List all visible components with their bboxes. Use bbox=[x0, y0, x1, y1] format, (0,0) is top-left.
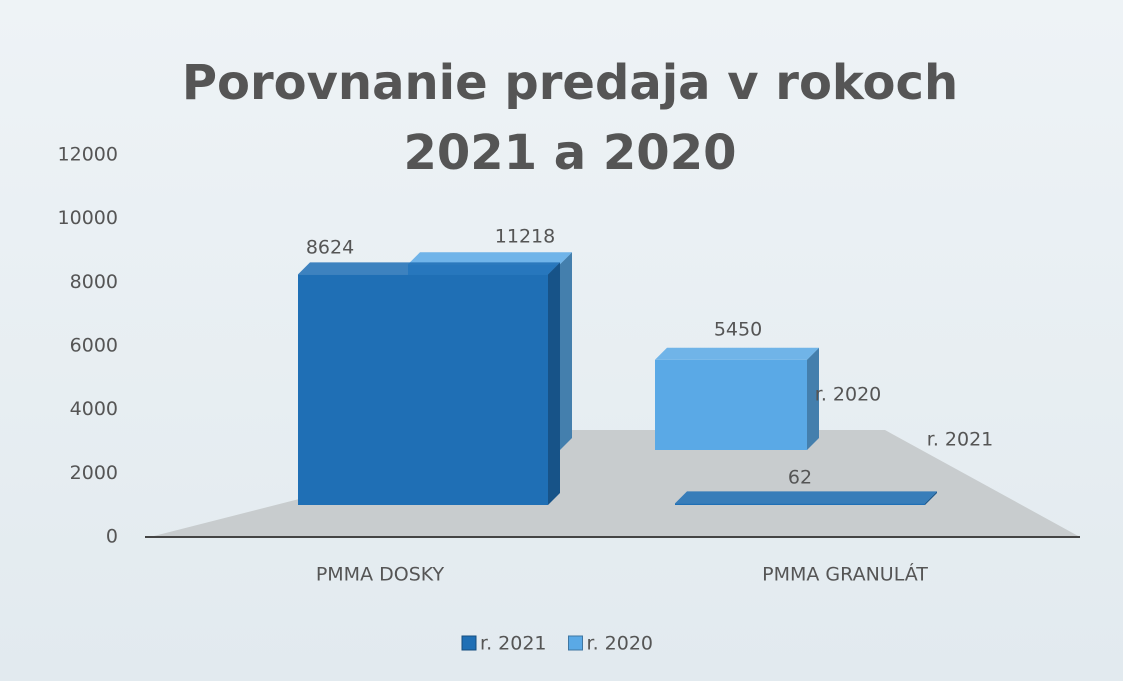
x-tick-label: PMMA GRANULÁT bbox=[762, 563, 928, 586]
floor bbox=[150, 430, 1080, 537]
legend-label: r. 2020 bbox=[587, 633, 654, 655]
bar-top bbox=[655, 347, 819, 360]
depth-axis-label: r. 2021 bbox=[927, 429, 994, 451]
bar bbox=[655, 359, 807, 450]
bar-side bbox=[548, 262, 560, 505]
bar-side bbox=[925, 491, 937, 505]
y-tick-label: 10000 bbox=[58, 207, 118, 229]
data-label: 11218 bbox=[495, 226, 555, 248]
y-tick-label: 0 bbox=[106, 526, 118, 548]
bar-side bbox=[560, 252, 572, 450]
x-tick-label: PMMA DOSKY bbox=[316, 564, 445, 586]
chart-title: Porovnanie predaja v rokoch 2021 a 2020 bbox=[181, 55, 959, 181]
y-tick-label: 8000 bbox=[70, 271, 118, 293]
legend-swatch bbox=[461, 635, 477, 651]
y-tick-label: 4000 bbox=[70, 398, 118, 420]
bar bbox=[675, 503, 925, 505]
bar-top bbox=[298, 262, 560, 275]
y-tick-label: 2000 bbox=[70, 462, 118, 484]
data-label: 8624 bbox=[306, 237, 354, 259]
legend-label: r. 2021 bbox=[480, 633, 547, 655]
data-label: 5450 bbox=[714, 319, 762, 341]
data-label: 62 bbox=[788, 467, 812, 489]
depth-axis-label: r. 2020 bbox=[815, 384, 882, 406]
bar bbox=[298, 274, 548, 505]
bar-side bbox=[807, 347, 819, 450]
bar-top bbox=[408, 252, 572, 265]
legend-swatch bbox=[568, 635, 583, 651]
y-tick-label: 6000 bbox=[70, 335, 118, 357]
bar-top bbox=[675, 491, 937, 504]
y-tick-label: 12000 bbox=[58, 144, 118, 166]
